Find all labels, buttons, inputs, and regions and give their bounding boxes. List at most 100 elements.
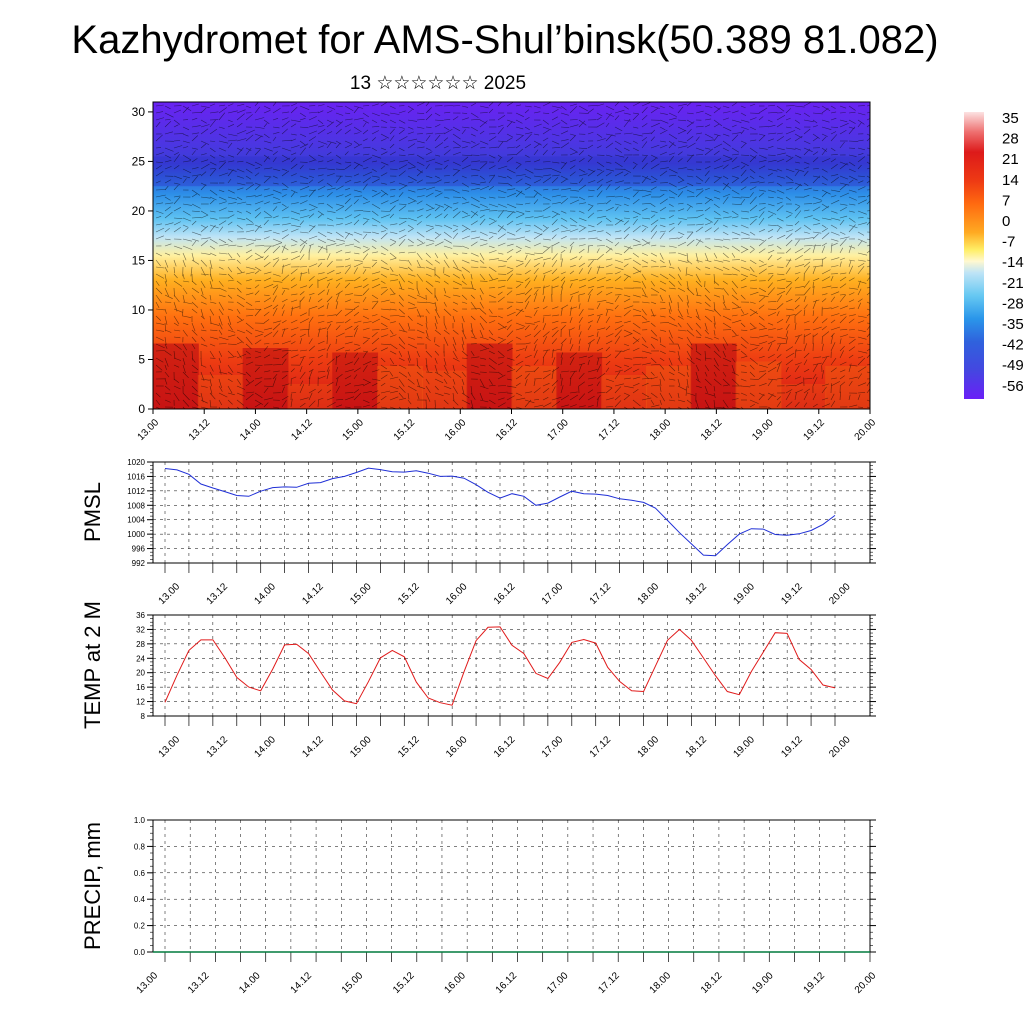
wind-barb	[488, 217, 496, 221]
wind-barb	[353, 392, 362, 401]
wind-barb	[191, 336, 197, 343]
wind-barb	[668, 152, 676, 156]
wind-barb	[632, 368, 640, 373]
wind-barb	[740, 112, 747, 117]
wind-barb	[371, 217, 381, 223]
wind-barb	[524, 301, 530, 310]
wind-barb	[317, 140, 328, 145]
wind-barb	[587, 405, 594, 408]
wind-barb	[173, 145, 183, 149]
wind-barb	[407, 153, 415, 156]
wind-barb	[632, 406, 637, 409]
wind-barb	[515, 308, 525, 312]
wind-barb	[821, 307, 832, 310]
wind-barb	[497, 141, 504, 149]
wind-barb	[308, 130, 318, 135]
wind-barb	[812, 133, 820, 139]
wind-barb	[686, 102, 692, 107]
wind-barb	[758, 268, 767, 275]
wind-barb	[524, 280, 531, 289]
wind-barb	[578, 331, 582, 338]
wind-barb	[515, 392, 523, 396]
wind-barb	[839, 119, 848, 123]
wind-barb	[704, 315, 713, 323]
wind-barb	[371, 251, 379, 254]
wind-barb	[614, 154, 625, 158]
wind-barb	[803, 247, 811, 254]
wind-barb	[515, 174, 526, 177]
wind-barb	[839, 294, 846, 303]
wind-barb	[497, 336, 504, 340]
wind-barb	[857, 139, 864, 142]
wind-barb	[839, 162, 848, 170]
wind-barb	[407, 105, 415, 111]
wind-barb	[632, 102, 641, 107]
wind-barb	[488, 146, 498, 149]
wind-barb	[785, 196, 791, 201]
wind-barb	[227, 168, 237, 172]
wind-barb	[488, 250, 497, 254]
wind-barb	[497, 203, 507, 208]
wind-barb	[326, 159, 334, 163]
wind-barb	[830, 243, 833, 254]
wind-barb	[227, 231, 234, 233]
wind-barb	[380, 328, 389, 331]
wind-barb	[857, 392, 866, 394]
wind-barb	[740, 259, 747, 263]
wind-barb	[362, 196, 368, 201]
wind-barb	[173, 154, 180, 163]
wind-barb	[452, 202, 459, 205]
wind-barb	[371, 390, 379, 394]
wind-barb	[263, 119, 270, 125]
wind-barb	[227, 334, 236, 338]
wind-barb	[200, 385, 208, 388]
wind-barb	[785, 299, 793, 303]
wind-barb	[236, 266, 243, 273]
wind-barb	[866, 259, 870, 261]
wind-barb	[425, 280, 434, 287]
wind-barb	[236, 353, 247, 359]
wind-barb	[722, 117, 730, 121]
wind-barb	[344, 214, 352, 219]
wind-barb	[389, 279, 399, 282]
wind-barb	[605, 354, 612, 359]
wind-barb	[461, 245, 470, 249]
wind-barb	[551, 259, 558, 268]
wind-barb	[362, 146, 371, 149]
wind-barb	[488, 165, 496, 170]
wind-barb	[371, 210, 379, 216]
wind-barb	[416, 385, 425, 389]
wind-barb	[776, 245, 782, 250]
wind-barb	[479, 399, 489, 403]
wind-barb	[290, 319, 298, 324]
wind-barb	[254, 238, 262, 240]
wind-barb	[623, 263, 629, 268]
wind-barb	[632, 376, 641, 380]
wind-barb	[281, 386, 285, 394]
wind-barb	[866, 133, 870, 136]
wind-barb	[641, 141, 648, 149]
wind-barb	[434, 378, 444, 384]
wind-barb	[263, 297, 272, 303]
wind-barb	[668, 315, 676, 321]
wind-barb	[668, 294, 673, 304]
wind-barb	[173, 364, 180, 368]
wind-barb	[749, 301, 756, 304]
wind-barb	[659, 385, 662, 392]
wind-barb	[380, 259, 388, 265]
wind-barb	[623, 392, 630, 396]
wind-barb	[605, 195, 615, 198]
wind-barb	[848, 336, 855, 338]
wind-barb	[479, 364, 486, 367]
x-tick-label: 18.12	[684, 581, 710, 607]
wind-barb	[857, 112, 866, 116]
wind-barb	[362, 253, 369, 261]
wind-barb	[560, 338, 567, 345]
wind-barb	[461, 364, 467, 369]
wind-barb	[389, 195, 395, 198]
wind-barb	[452, 329, 459, 335]
wind-barb	[596, 210, 603, 212]
wind-barb	[794, 304, 800, 310]
wind-barb	[191, 280, 197, 286]
